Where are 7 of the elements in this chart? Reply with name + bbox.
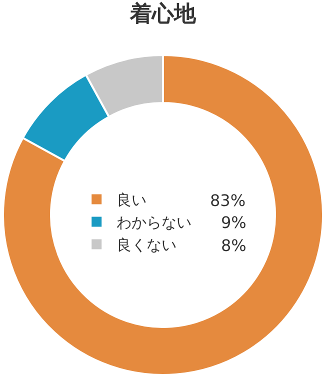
legend-label: 良くない [116, 236, 177, 254]
chart-title: 着心地 [129, 1, 197, 28]
legend-label: 良い [116, 191, 147, 210]
data-label: 83% [210, 191, 246, 210]
data-label: 9% [221, 213, 246, 232]
data-label: 8% [221, 236, 246, 255]
legend-label: わからない [116, 214, 192, 232]
